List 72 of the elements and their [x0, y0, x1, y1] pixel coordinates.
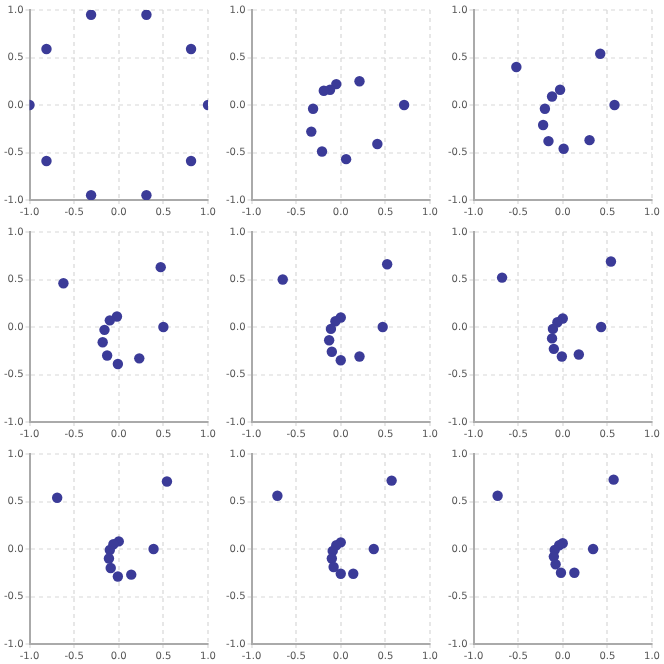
- point: [103, 553, 115, 564]
- point: [595, 321, 607, 333]
- point: [368, 543, 379, 555]
- point: [554, 84, 566, 95]
- point: [41, 43, 52, 55]
- point: [41, 155, 52, 167]
- point: [51, 492, 63, 503]
- point: [605, 256, 617, 267]
- point: [381, 259, 393, 270]
- point: [335, 568, 346, 579]
- point: [155, 261, 166, 273]
- point: [161, 476, 173, 487]
- point: [609, 99, 620, 111]
- point: [547, 323, 559, 335]
- point: [569, 567, 580, 578]
- point: [543, 135, 554, 147]
- point: [372, 138, 383, 150]
- point: [112, 571, 124, 582]
- point: [318, 85, 329, 96]
- point: [555, 567, 567, 578]
- point: [85, 190, 97, 200]
- point: [537, 119, 549, 131]
- point: [148, 543, 159, 555]
- point: [587, 543, 599, 555]
- point: [595, 48, 606, 59]
- point: [550, 559, 561, 570]
- point: [158, 321, 169, 333]
- point: [277, 274, 288, 285]
- point: [141, 10, 152, 20]
- point: [335, 355, 346, 366]
- point: [104, 544, 116, 556]
- point: [58, 278, 69, 289]
- point: [377, 321, 388, 333]
- point: [340, 153, 352, 165]
- point: [348, 568, 359, 579]
- point: [185, 43, 197, 55]
- point: [546, 333, 558, 344]
- point: [556, 351, 568, 362]
- point: [316, 146, 328, 157]
- point: [85, 10, 97, 20]
- point: [126, 569, 137, 580]
- point: [354, 351, 365, 362]
- point: [539, 103, 551, 114]
- point: [546, 91, 558, 102]
- point: [386, 475, 397, 486]
- point: [185, 155, 197, 167]
- point: [112, 358, 124, 370]
- point: [548, 343, 560, 355]
- point: [323, 335, 335, 346]
- point: [134, 353, 145, 364]
- point: [99, 324, 110, 336]
- point: [306, 126, 317, 137]
- point: [558, 143, 569, 154]
- point: [101, 350, 113, 361]
- point: [97, 337, 108, 348]
- point: [511, 61, 522, 73]
- point: [608, 474, 619, 485]
- point: [328, 561, 339, 573]
- point: [104, 315, 116, 326]
- point: [105, 562, 116, 574]
- point: [307, 103, 319, 114]
- point: [354, 76, 365, 87]
- point: [496, 272, 508, 283]
- point: [584, 134, 595, 146]
- point: [141, 190, 152, 200]
- point: [326, 346, 338, 357]
- point: [492, 490, 503, 501]
- point: [325, 323, 337, 335]
- point: [573, 349, 585, 360]
- point: [330, 316, 341, 327]
- point: [272, 490, 283, 501]
- point: [398, 99, 410, 111]
